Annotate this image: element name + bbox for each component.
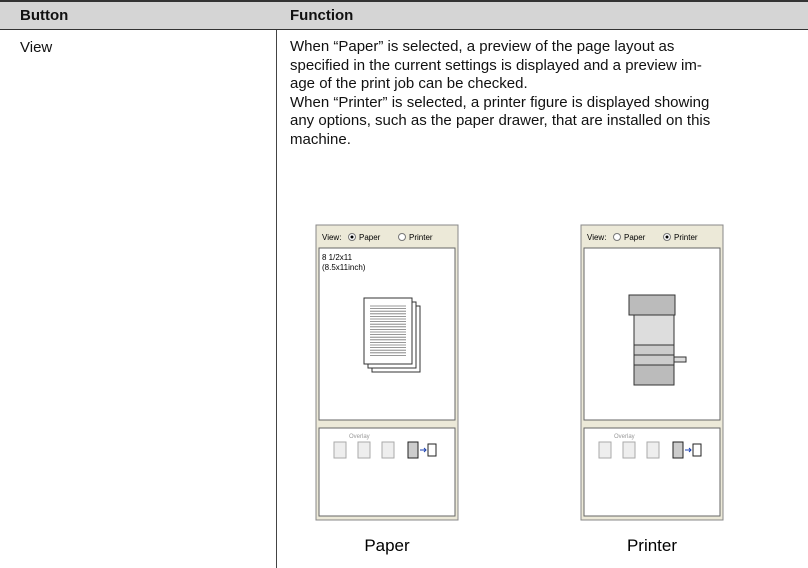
radio-label: Printer <box>409 233 433 242</box>
option-icon <box>381 441 395 459</box>
options-area <box>583 427 721 517</box>
text-line: When “Paper” is selected, a preview of t… <box>290 38 675 55</box>
option-icon <box>333 441 347 459</box>
text-line: age of the print job can be checked. <box>290 75 528 93</box>
radio-label: Printer <box>674 233 698 242</box>
option-icon <box>692 443 702 457</box>
radio-label: Paper <box>359 233 381 242</box>
arrow <box>685 447 692 453</box>
radio-label: Paper <box>624 233 646 242</box>
text-line: any options, such as the paper drawer, t… <box>290 112 711 130</box>
table-header <box>0 0 808 30</box>
paper-size: (8.5x11inch) <box>322 263 366 272</box>
text-line: When “Printer” is selected, a printer fi… <box>290 93 710 111</box>
printer-body <box>633 314 675 346</box>
caption: Paper <box>364 536 410 555</box>
drawer <box>633 344 675 356</box>
header-cell: Button <box>20 7 69 24</box>
radio-dot <box>665 235 669 239</box>
view-label: View: <box>322 233 341 242</box>
paper-size: 8 1/2x11 <box>322 253 353 262</box>
option-icon <box>646 441 660 459</box>
overlay-label: Overlay <box>349 434 370 440</box>
radio-button <box>398 233 406 241</box>
options-area <box>318 427 456 517</box>
option-icon <box>672 441 684 459</box>
option-icon <box>427 443 437 457</box>
text-line: machine. <box>290 130 351 148</box>
overlay-label: Overlay <box>614 434 635 440</box>
radio-dot <box>350 235 354 239</box>
function-cell: When “Paper” is selected, a preview of t… <box>290 38 710 150</box>
preview-area <box>318 247 456 421</box>
option-icon <box>598 441 612 459</box>
button-cell: View <box>20 39 53 56</box>
option-icon <box>622 441 636 459</box>
text-line: specified in the current settings is dis… <box>290 56 702 74</box>
caption: Printer <box>627 536 677 555</box>
drawer <box>633 354 675 366</box>
printer-base <box>633 364 675 386</box>
side-tray <box>673 356 687 363</box>
printer-top <box>628 294 676 316</box>
column-divider <box>276 30 277 568</box>
radio-button <box>613 233 621 241</box>
arrow <box>420 447 427 453</box>
page-stack <box>363 297 413 365</box>
view-label: View: <box>587 233 606 242</box>
header-cell: Function <box>290 7 354 24</box>
option-icon <box>357 441 371 459</box>
option-icon <box>407 441 419 459</box>
